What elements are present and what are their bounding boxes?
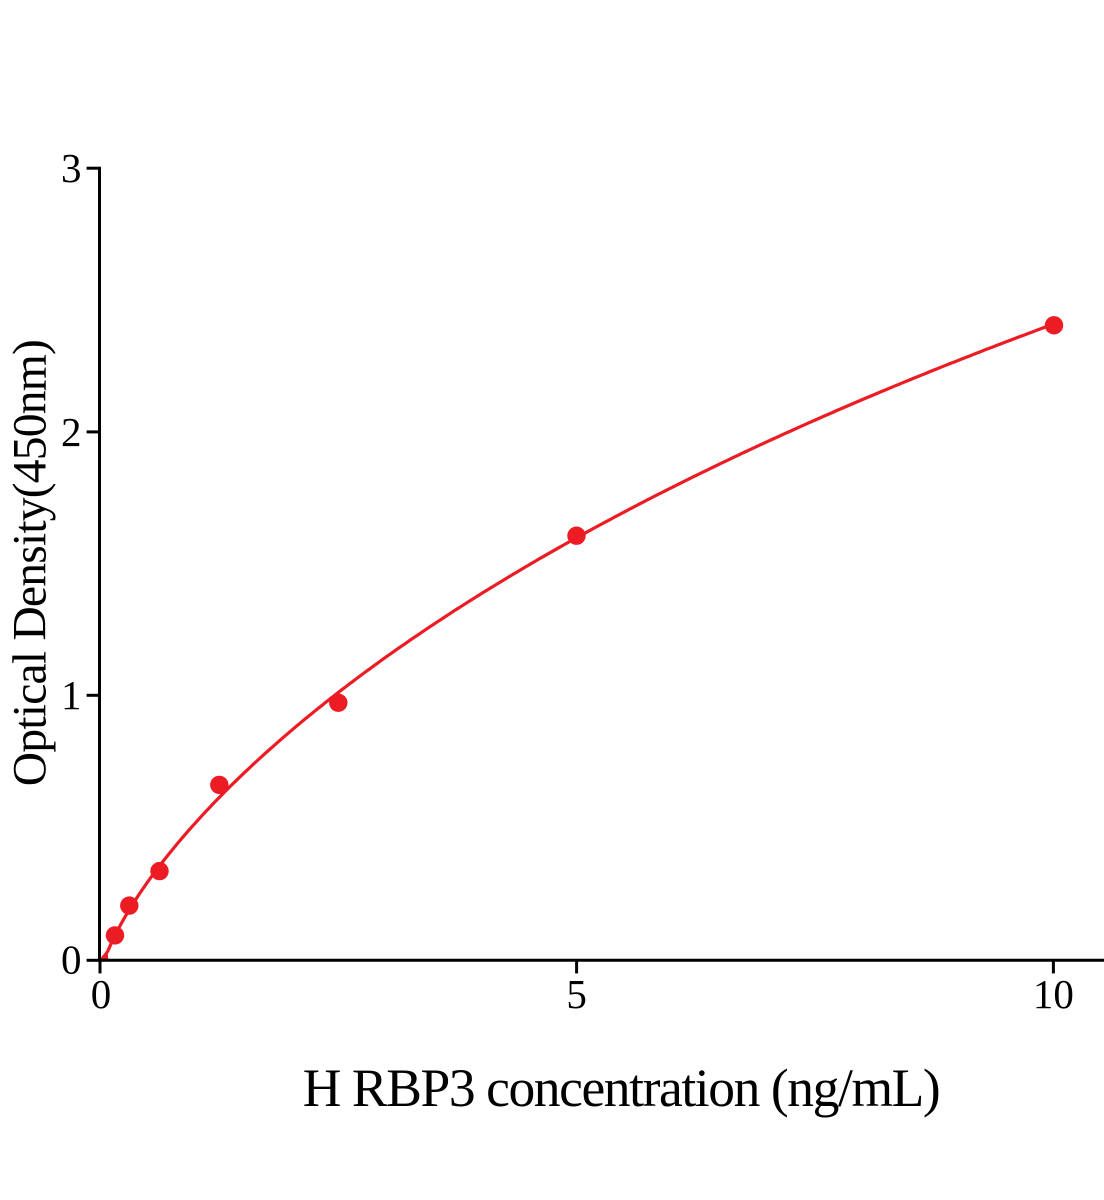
svg-text:2: 2 (61, 409, 82, 455)
svg-text:H RBP3 concentration (ng/mL): H RBP3 concentration (ng/mL) (303, 1058, 941, 1118)
svg-text:3: 3 (61, 145, 82, 191)
svg-text:5: 5 (566, 971, 587, 1017)
svg-text:Optical Density(450nm): Optical Density(450nm) (5, 339, 57, 786)
svg-text:0: 0 (61, 937, 82, 983)
svg-text:10: 10 (1033, 971, 1074, 1017)
svg-text:1: 1 (61, 672, 82, 718)
svg-text:0: 0 (91, 971, 112, 1017)
